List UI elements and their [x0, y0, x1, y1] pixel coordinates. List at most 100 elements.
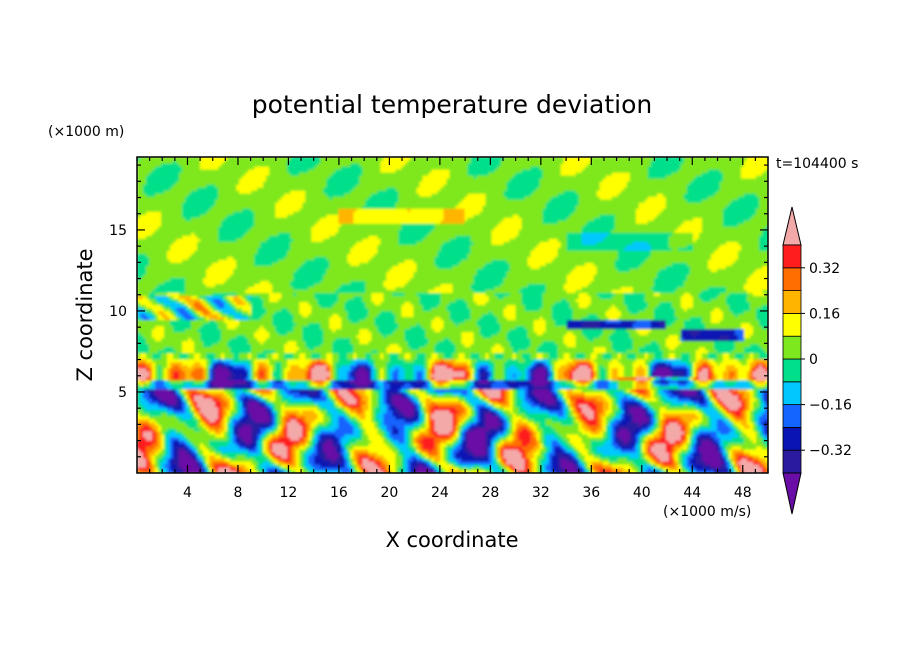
heatmap-cell [269, 433, 273, 438]
heatmap-cell [548, 382, 553, 387]
heatmap-cell [644, 433, 649, 438]
heatmap-cell [740, 445, 757, 450]
heatmap-cell [590, 469, 595, 473]
heatmap-cell [173, 469, 183, 473]
heatmap-cell [575, 457, 580, 462]
heatmap-cell [500, 343, 511, 348]
heatmap-cell [659, 388, 664, 393]
heatmap-cell [485, 433, 490, 438]
heatmap-cell [716, 445, 721, 450]
heatmap-cell [716, 439, 721, 444]
heatmap-cell [479, 418, 484, 423]
heatmap-cell [497, 418, 502, 423]
heatmap-cell [698, 439, 703, 444]
heatmap-cell [236, 397, 240, 402]
heatmap-cell [467, 397, 481, 402]
heatmap-cell [203, 421, 207, 426]
heatmap-cell [662, 388, 670, 393]
heatmap-cell [143, 451, 147, 456]
heatmap-cell [413, 370, 418, 375]
heatmap-cell [578, 415, 583, 420]
heatmap-cell [656, 388, 661, 393]
heatmap-cell [617, 442, 622, 447]
heatmap-cell [449, 409, 460, 414]
heatmap-cell [560, 397, 565, 402]
heatmap-cell [665, 406, 697, 411]
heatmap-cell [758, 427, 763, 432]
heatmap-cell [752, 352, 760, 357]
heatmap-cell [200, 412, 204, 417]
heatmap-cell [332, 439, 336, 444]
heatmap-cell [533, 370, 547, 375]
heatmap-cell [632, 412, 646, 417]
heatmap-cell [671, 376, 679, 381]
heatmap-cell [644, 358, 652, 363]
heatmap-cell [224, 319, 240, 324]
heatmap-cell [425, 421, 430, 426]
heatmap-cell [377, 382, 384, 387]
heatmap-cell [752, 358, 768, 363]
heatmap-cell [365, 355, 372, 360]
heatmap-cell [359, 403, 363, 408]
heatmap-cell [317, 433, 321, 438]
heatmap-cell [710, 376, 715, 381]
heatmap-cell [332, 361, 336, 366]
heatmap-cell [677, 343, 715, 348]
heatmap-cell [473, 361, 478, 366]
heatmap-cell [344, 400, 348, 405]
heatmap-cell [155, 463, 159, 468]
heatmap-cell [206, 460, 210, 465]
heatmap-cell [425, 418, 430, 423]
heatmap-cell [389, 352, 400, 357]
heatmap-cell [683, 433, 688, 438]
heatmap-cell [728, 415, 733, 420]
heatmap-cell [419, 388, 427, 393]
heatmap-cell [317, 442, 321, 447]
heatmap-cell [479, 331, 499, 336]
heatmap-cell [332, 457, 336, 462]
heatmap-cell [218, 340, 228, 345]
heatmap-cell [308, 370, 312, 375]
heatmap-cell [152, 442, 159, 447]
heatmap-cell [410, 439, 415, 444]
heatmap-cell [323, 418, 330, 423]
heatmap-cell [494, 370, 505, 375]
heatmap-cell [383, 385, 390, 390]
heatmap-cell [656, 415, 661, 420]
heatmap-cell [500, 325, 517, 330]
heatmap-cell [347, 451, 351, 456]
heatmap-cell [530, 469, 535, 473]
heatmap-cell [449, 451, 454, 456]
heatmap-cell [428, 454, 442, 459]
heatmap-cell [167, 352, 174, 357]
heatmap-cell [509, 394, 514, 399]
heatmap-cell [557, 439, 562, 444]
heatmap-cell [581, 382, 586, 387]
heatmap-cell [545, 319, 556, 324]
heatmap-cell [308, 367, 312, 372]
heatmap-cell [392, 403, 396, 408]
heatmap-cell [662, 469, 667, 473]
heatmap-cell [260, 469, 264, 473]
heatmap-cell [152, 352, 162, 357]
heatmap-cell [653, 460, 658, 465]
heatmap-cell [176, 463, 180, 468]
heatmap-cell [308, 445, 312, 450]
heatmap-cell [740, 412, 745, 417]
heatmap-cell [251, 439, 255, 444]
heatmap-cell [182, 379, 195, 384]
heatmap-cell [215, 364, 219, 369]
heatmap-cell [386, 349, 403, 354]
heatmap-cell [185, 433, 216, 438]
heatmap-cell [461, 400, 466, 405]
heatmap-cell [545, 322, 556, 327]
heatmap-cell [362, 433, 369, 438]
heatmap-cell [164, 382, 171, 387]
heatmap-cell [473, 415, 478, 420]
heatmap-cell [155, 376, 159, 381]
heatmap-cell [284, 430, 288, 435]
heatmap-cell [554, 340, 565, 345]
heatmap-cell [521, 451, 526, 456]
heatmap-cell [149, 400, 159, 405]
heatmap-cell [524, 451, 529, 456]
